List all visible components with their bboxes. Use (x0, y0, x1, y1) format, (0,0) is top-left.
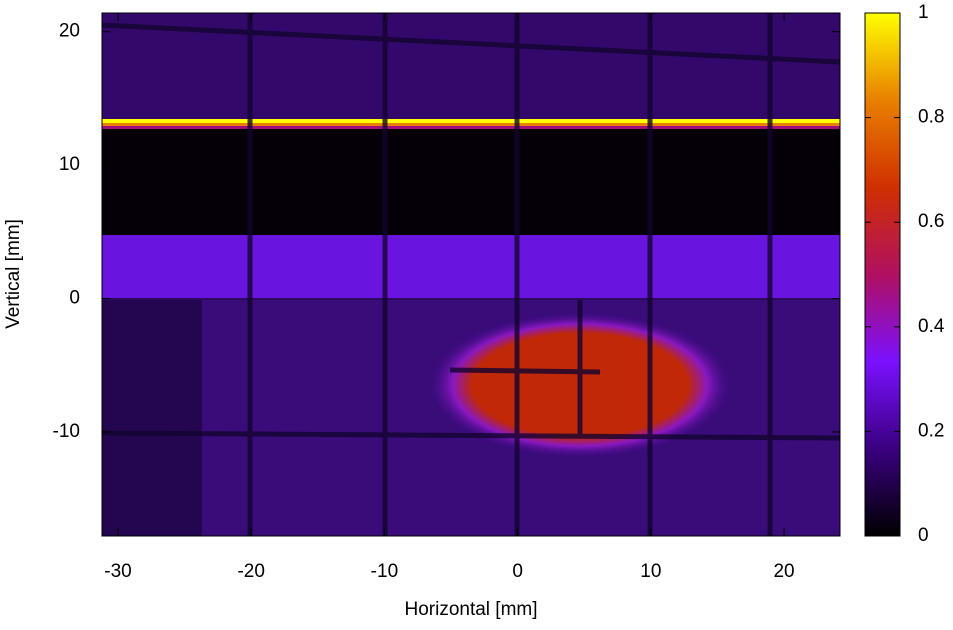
colorbar-tick-label: 0.2 (918, 420, 944, 441)
heatmap-image (102, 13, 840, 536)
x-tick-label: 0 (512, 561, 523, 582)
colorbar (864, 12, 901, 537)
colorbar-tick-label: 0.4 (918, 316, 945, 337)
colorbar-tick-label: 0 (918, 525, 929, 546)
x-tick-label: -10 (371, 561, 398, 582)
plot-frame (101, 12, 841, 537)
x-tick-label: -20 (237, 561, 264, 582)
x-tick-label: 10 (640, 561, 661, 582)
x-tick-label: 20 (773, 561, 794, 582)
colorbar-tick-label: 1 (918, 2, 929, 23)
x-tick-label: -30 (104, 561, 131, 582)
y-tick-label: -10 (53, 421, 80, 442)
colorbar-tick-label: 0.8 (918, 107, 944, 128)
y-tick-label: 0 (69, 288, 80, 309)
x-axis-label: Horizontal [mm] (404, 599, 537, 620)
y-tick-label: 10 (59, 154, 80, 175)
colorbar-tick-label: 0.6 (918, 211, 944, 232)
y-axis-label: Vertical [mm] (3, 219, 24, 329)
y-tick-label: 20 (59, 21, 80, 42)
